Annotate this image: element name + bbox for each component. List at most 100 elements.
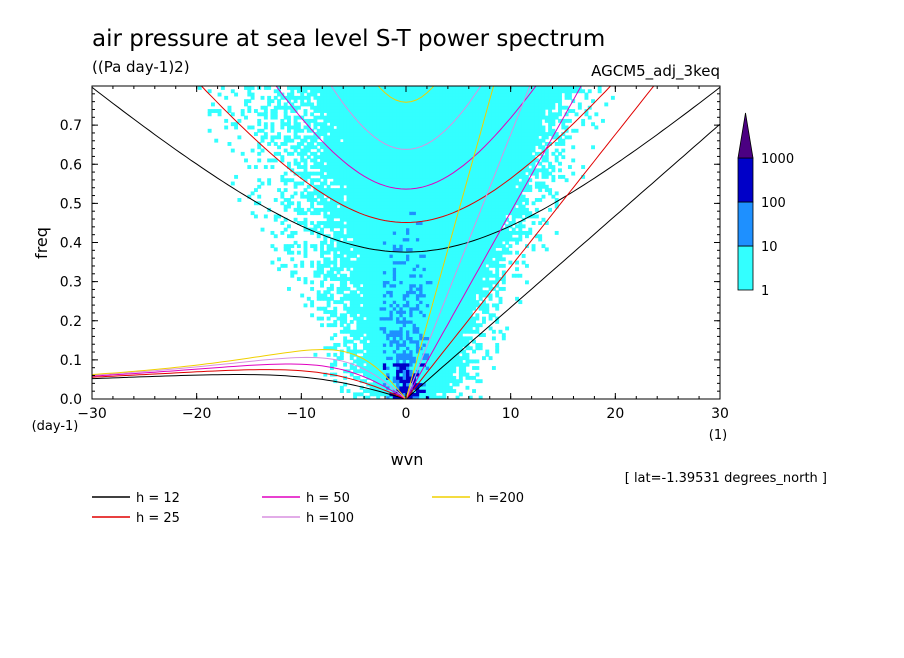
spectrum-cell: [495, 158, 500, 163]
spectrum-cell: [399, 125, 404, 130]
spectrum-cell: [419, 194, 424, 199]
spectrum-cell: [389, 290, 394, 295]
spectrum-cell: [422, 145, 427, 150]
spectrum-cell: [455, 319, 460, 324]
spectrum-cell: [432, 201, 437, 206]
spectrum-cell: [458, 125, 463, 130]
spectrum-cell: [359, 270, 364, 275]
spectrum-cell: [396, 151, 400, 156]
spectrum-cell: [448, 346, 453, 351]
spectrum-cell: [419, 142, 424, 146]
spectrum-cell: [422, 369, 427, 374]
spectrum-cell: [356, 142, 361, 146]
spectrum-cell: [343, 135, 348, 140]
spectrum-cell: [465, 92, 470, 97]
spectrum-cell: [372, 86, 377, 90]
spectrum-cell: [323, 214, 328, 219]
spectrum-cell: [482, 92, 486, 97]
spectrum-cell: [409, 280, 414, 285]
spectrum-cell: [448, 296, 453, 301]
spectrum-cell: [409, 310, 414, 314]
spectrum-cell: [310, 86, 315, 90]
spectrum-cell: [303, 171, 308, 176]
spectrum-cell: [439, 158, 443, 163]
spectrum-cell: [429, 86, 434, 90]
spectrum-cell: [412, 296, 417, 301]
spectrum-cell: [382, 230, 387, 235]
spectrum-cell: [468, 161, 473, 166]
spectrum-cell: [396, 158, 400, 163]
spectrum-cell: [472, 349, 477, 354]
spectrum-cell: [468, 346, 473, 351]
spectrum-cell: [389, 369, 394, 374]
spectrum-cell: [435, 86, 440, 90]
spectrum-cell: [290, 168, 295, 173]
spectrum-cell: [283, 112, 288, 117]
spectrum-cell: [386, 362, 391, 367]
spectrum-cell: [379, 333, 384, 337]
spectrum-cell: [386, 313, 391, 318]
spectrum-cell: [386, 375, 391, 380]
spectrum-cell: [419, 260, 424, 265]
spectrum-cell: [316, 142, 321, 146]
spectrum-cell: [363, 257, 367, 262]
spectrum-cell: [465, 244, 470, 249]
spectrum-cell: [336, 211, 341, 216]
spectrum-cell: [472, 198, 477, 202]
spectrum-cell: [379, 346, 384, 351]
spectrum-cell: [452, 329, 457, 334]
spectrum-cell: [465, 247, 470, 252]
spectrum-cell: [442, 342, 447, 347]
spectrum-cell: [399, 366, 404, 370]
spectrum-cell: [389, 188, 394, 193]
spectrum-cell: [458, 244, 463, 249]
spectrum-cell: [488, 109, 493, 113]
spectrum-cell: [356, 109, 361, 113]
spectrum-cell: [422, 211, 427, 216]
spectrum-cell: [396, 385, 400, 390]
spectrum-cell: [329, 89, 334, 94]
spectrum-cell: [389, 385, 394, 390]
spectrum-cell: [303, 194, 308, 199]
spectrum-cell: [419, 375, 424, 380]
spectrum-cell: [382, 95, 387, 100]
spectrum-cell: [419, 356, 424, 361]
spectrum-cell: [445, 310, 450, 314]
spectrum-cell: [435, 224, 440, 229]
spectrum-cell: [359, 306, 364, 311]
spectrum-cell: [363, 184, 367, 189]
spectrum-cell: [392, 122, 397, 127]
spectrum-cell: [392, 319, 397, 324]
spectrum-cell: [339, 86, 344, 90]
spectrum-cell: [372, 300, 377, 305]
spectrum-cell: [369, 306, 374, 311]
spectrum-cell: [448, 145, 453, 150]
spectrum-cell: [353, 125, 358, 130]
spectrum-cell: [339, 227, 344, 232]
spectrum-cell: [339, 230, 344, 235]
spectrum-cell: [353, 234, 358, 239]
spectrum-cell: [478, 194, 483, 199]
spectrum-cell: [353, 230, 358, 235]
spectrum-cell: [224, 125, 229, 130]
spectrum-cell: [475, 224, 480, 229]
spectrum-cell: [429, 329, 434, 334]
spectrum-cell: [409, 138, 414, 143]
spectrum-cell: [244, 99, 248, 104]
spectrum-cell: [419, 148, 424, 153]
spectrum-cell: [425, 392, 430, 397]
spectrum-cell: [346, 174, 351, 179]
spectrum-cell: [237, 198, 242, 202]
spectrum-cell: [425, 181, 430, 186]
spectrum-cell: [465, 118, 470, 123]
spectrum-cell: [356, 356, 361, 361]
spectrum-cell: [462, 109, 467, 113]
spectrum-cell: [207, 128, 212, 133]
spectrum-cell: [389, 319, 394, 324]
spectrum-cell: [452, 178, 457, 183]
spectrum-cell: [402, 112, 407, 117]
spectrum-cell: [445, 151, 450, 156]
spectrum-cell: [343, 277, 348, 281]
spectrum-cell: [458, 323, 463, 328]
spectrum-cell: [455, 339, 460, 344]
